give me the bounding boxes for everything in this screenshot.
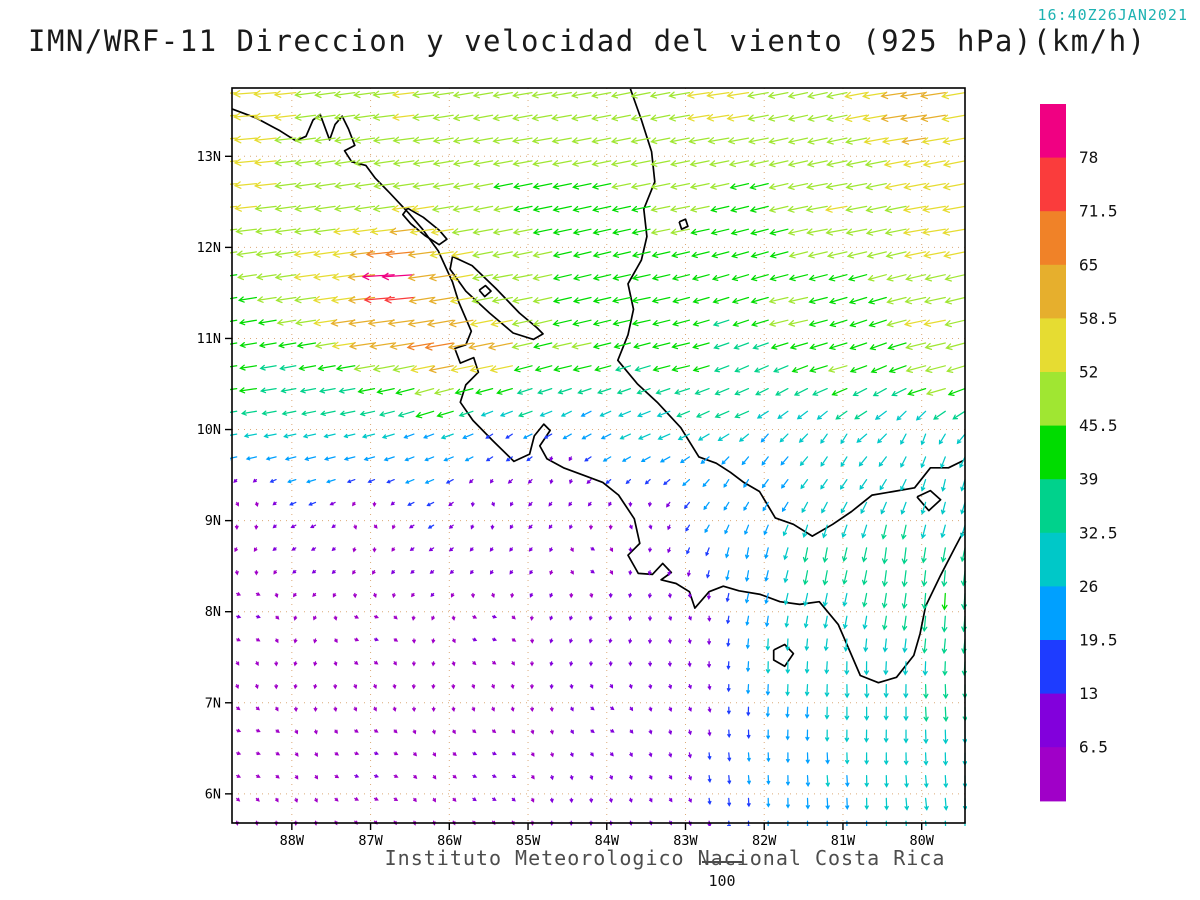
colorbar-label: 13: [1079, 684, 1098, 703]
colorbar-segment: [1040, 747, 1066, 802]
wind-vectors-layer: [230, 89, 967, 826]
colorbar-label: 19.5: [1079, 631, 1118, 650]
lon-tick-label: 84W: [595, 833, 620, 849]
colorbar-segment: [1040, 425, 1066, 480]
colorbar-segment: [1040, 157, 1066, 212]
lon-tick-label: 87W: [358, 833, 383, 849]
lon-tick-label: 80W: [910, 833, 935, 849]
colorbar-segment: [1040, 693, 1066, 748]
colorbar-label: 78: [1079, 148, 1098, 167]
gridlines-layer: [232, 88, 965, 823]
colorbar-segment: [1040, 372, 1066, 427]
colorbar-label: 45.5: [1079, 416, 1118, 435]
colorbar-label: 26: [1079, 577, 1098, 596]
lon-tick-label: 82W: [752, 833, 777, 849]
timestamp: 16:40Z26JAN2021: [1037, 6, 1188, 24]
colorbar-label: 6.5: [1079, 738, 1108, 757]
ometepe-island: [478, 284, 492, 298]
colorbar-segment: [1040, 211, 1066, 266]
lat-tick-label: 10N: [197, 422, 221, 438]
colorbar-label: 32.5: [1079, 523, 1118, 542]
colorbar-segment: [1040, 640, 1066, 695]
colorbar-segment: [1040, 586, 1066, 641]
lat-tick-label: 12N: [197, 240, 221, 256]
reference-vector-label: 100: [708, 872, 735, 890]
colorbar-segment: [1040, 479, 1066, 534]
lon-tick-label: 88W: [280, 833, 305, 849]
footer-caption: Instituto Meteorologico Nacional Costa R…: [384, 846, 946, 870]
colorbar-label: 39: [1079, 470, 1098, 489]
coastline-layer: [231, 88, 965, 684]
lat-tick-label: 11N: [197, 331, 221, 347]
lat-tick-label: 9N: [205, 513, 221, 529]
colorbar-label: 52: [1079, 363, 1098, 382]
lake-nicaragua: [449, 255, 544, 341]
gatun-lake: [916, 489, 942, 512]
colorbar-segment: [1040, 104, 1066, 159]
map-frame-layer: 13N 12N 11N 10N 9N 8N 7N 6N 88W 87W 86W 85W 84W 83W 82…: [197, 87, 966, 849]
colorbar-label: 71.5: [1079, 202, 1118, 221]
lat-tick-label: 6N: [205, 786, 221, 802]
pacific-coastline: [231, 108, 965, 684]
caribbean-coastline: [616, 88, 964, 537]
chart-title: IMN/WRF-11 Direccion y velocidad del vie…: [28, 24, 1147, 58]
lon-tick-label: 83W: [673, 833, 698, 849]
lon-tick-label: 85W: [516, 833, 541, 849]
colorbar-segment: [1040, 264, 1066, 319]
map-render-root: 13N 12N 11N 10N 9N 8N 7N 6N 88W 87W 86W 85W 84W 83W 82…: [197, 87, 1118, 849]
colorbar: 6.5 13 19.5 26 32.5 39 45.5 52 58.5 65 71.5 78: [1040, 104, 1118, 802]
colorbar-segment: [1040, 532, 1066, 587]
lat-tick-label: 13N: [197, 149, 221, 165]
lon-tick-label: 81W: [831, 833, 856, 849]
colorbar-label: 65: [1079, 255, 1098, 274]
lon-tick-label: 86W: [437, 833, 462, 849]
lake-managua: [401, 207, 448, 246]
lat-tick-label: 7N: [205, 695, 221, 711]
colorbar-segment: [1040, 318, 1066, 373]
colorbar-label: 58.5: [1079, 309, 1118, 328]
lat-tick-label: 8N: [205, 604, 221, 620]
coiba-island: [772, 643, 795, 668]
corn-island: [678, 218, 689, 231]
